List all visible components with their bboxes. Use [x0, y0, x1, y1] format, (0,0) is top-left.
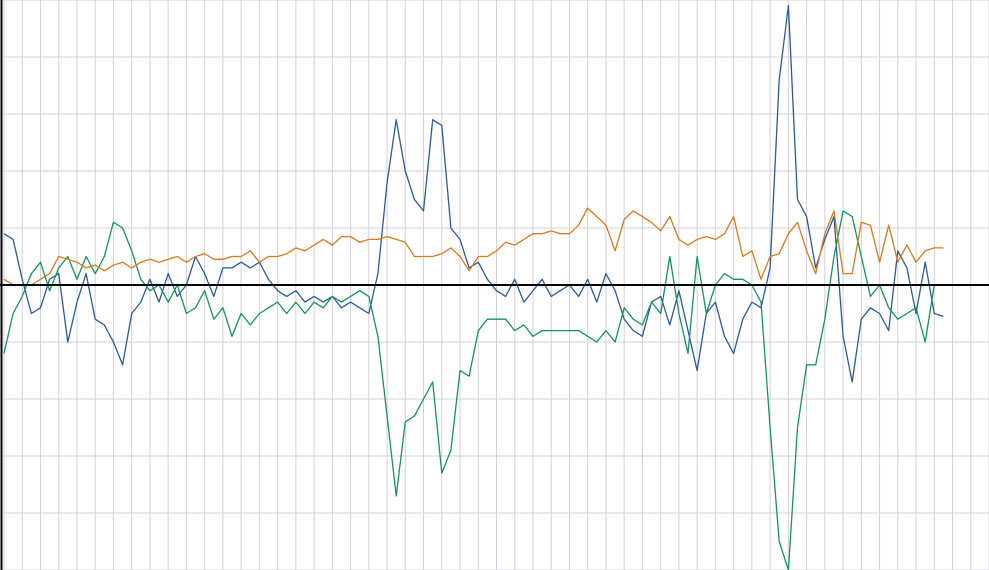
data-line [3, 210, 944, 570]
data-line [3, 5, 944, 383]
data-line [3, 207, 944, 286]
